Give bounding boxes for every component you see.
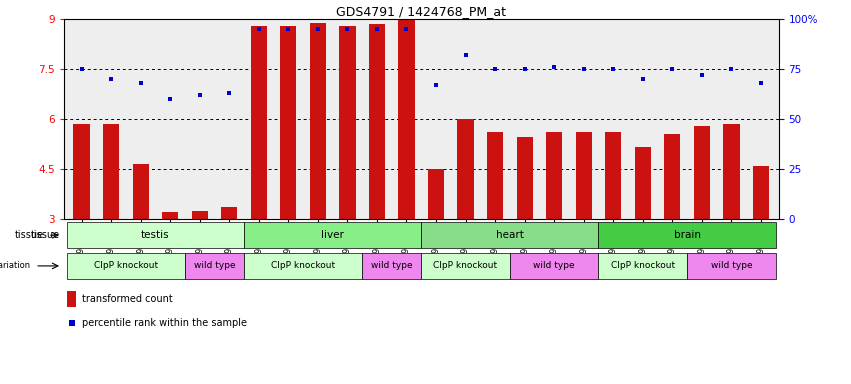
Point: [163, 96, 177, 102]
Bar: [244, 253, 363, 279]
Text: ClpP knockout: ClpP knockout: [433, 262, 498, 270]
Bar: [458, 119, 474, 219]
Bar: [73, 124, 89, 219]
Bar: [244, 222, 421, 248]
Point: [282, 26, 295, 32]
Point: [547, 64, 561, 70]
Bar: [368, 24, 385, 219]
Point: [134, 80, 147, 86]
Point: [400, 26, 414, 32]
Bar: [310, 23, 326, 219]
Text: testis: testis: [141, 230, 169, 240]
Text: ClpP knockout: ClpP knockout: [271, 262, 335, 270]
Bar: [67, 291, 77, 307]
Point: [222, 90, 236, 96]
Text: genotype/variation: genotype/variation: [0, 262, 31, 270]
Bar: [191, 210, 208, 219]
Bar: [723, 124, 740, 219]
Text: ClpP knockout: ClpP knockout: [94, 262, 158, 270]
Bar: [185, 253, 244, 279]
Bar: [753, 166, 769, 219]
Bar: [251, 26, 267, 219]
Bar: [103, 124, 119, 219]
Bar: [66, 222, 244, 248]
Bar: [635, 147, 651, 219]
Point: [75, 66, 89, 72]
Point: [577, 66, 591, 72]
Point: [65, 320, 78, 326]
Point: [459, 52, 472, 58]
Point: [311, 26, 325, 32]
Bar: [598, 222, 776, 248]
Bar: [280, 26, 296, 219]
Text: transformed count: transformed count: [82, 294, 173, 304]
Point: [370, 26, 384, 32]
Text: ClpP knockout: ClpP knockout: [611, 262, 675, 270]
Text: liver: liver: [321, 230, 344, 240]
Point: [193, 92, 207, 98]
Point: [252, 26, 266, 32]
Point: [607, 66, 620, 72]
Text: wild type: wild type: [534, 262, 575, 270]
Bar: [340, 26, 356, 219]
Point: [105, 76, 118, 82]
Text: heart: heart: [496, 230, 524, 240]
Point: [429, 82, 443, 88]
Point: [695, 72, 709, 78]
Bar: [598, 253, 687, 279]
Point: [488, 66, 502, 72]
Bar: [510, 253, 598, 279]
Bar: [66, 253, 185, 279]
Bar: [664, 134, 681, 219]
Bar: [398, 19, 414, 219]
Point: [636, 76, 649, 82]
Bar: [133, 164, 149, 219]
Bar: [421, 253, 510, 279]
Bar: [162, 212, 179, 219]
Bar: [575, 132, 591, 219]
Text: wild type: wild type: [711, 262, 752, 270]
Bar: [487, 132, 503, 219]
Text: tissue: tissue: [14, 230, 43, 240]
Bar: [517, 137, 533, 219]
Bar: [605, 132, 621, 219]
Text: tissue: tissue: [31, 230, 60, 240]
Point: [340, 26, 354, 32]
Bar: [363, 253, 421, 279]
Bar: [421, 222, 598, 248]
Text: brain: brain: [674, 230, 700, 240]
Bar: [221, 207, 237, 219]
Bar: [428, 169, 444, 219]
Point: [724, 66, 738, 72]
Bar: [546, 132, 563, 219]
Title: GDS4791 / 1424768_PM_at: GDS4791 / 1424768_PM_at: [336, 5, 506, 18]
Bar: [687, 253, 776, 279]
Point: [517, 66, 531, 72]
Point: [754, 80, 768, 86]
Text: wild type: wild type: [194, 262, 235, 270]
Text: wild type: wild type: [371, 262, 413, 270]
Point: [665, 66, 679, 72]
Bar: [694, 126, 710, 219]
Text: percentile rank within the sample: percentile rank within the sample: [82, 318, 247, 328]
